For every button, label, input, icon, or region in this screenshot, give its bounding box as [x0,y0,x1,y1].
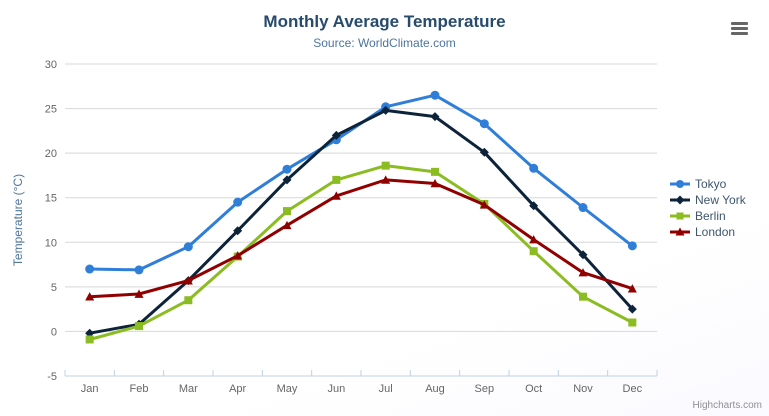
series-point-new-york[interactable] [529,201,539,211]
highcharts-credit[interactable]: Highcharts.com [692,400,762,411]
series-point-london[interactable] [282,220,292,230]
series-point-tokyo[interactable] [134,265,144,275]
hamburger-icon [731,21,748,25]
y-axis-label: 5 [51,282,57,294]
x-axis-label: Dec [623,383,643,395]
series-line-new-york[interactable] [88,108,634,335]
x-axis-label: Sep [475,383,495,395]
series-point-london[interactable] [85,292,95,301]
y-axis-label: 15 [45,193,57,205]
series-point-new-york[interactable] [233,226,243,236]
series-point-berlin[interactable] [431,167,439,176]
series-point-berlin[interactable] [184,296,193,305]
series-point-tokyo[interactable] [85,264,95,274]
legend-label: London [695,225,736,239]
x-axis-label: Mar [179,383,198,395]
series-line-berlin[interactable] [88,164,634,341]
series-point-london[interactable] [627,284,637,293]
y-axis-label: 0 [51,326,57,338]
y-axis-label: -5 [47,371,57,383]
series-point-new-york[interactable] [430,112,440,122]
x-axis-label: May [277,383,298,395]
series-point-tokyo[interactable] [282,164,292,174]
y-axis-title: Temperature (°C) [11,173,25,267]
series-point-berlin[interactable] [332,175,341,184]
legend-item-london[interactable]: London [670,225,746,239]
chart-subtitle: Source: WorldClimate.com [313,36,456,50]
series-point-tokyo[interactable] [578,203,588,213]
series-point-london[interactable] [381,175,391,184]
legend-item-tokyo[interactable]: Tokyo [670,177,746,191]
series-point-london[interactable] [479,200,489,209]
x-axis-label: Aug [425,383,445,395]
x-axis-label: Jul [379,383,393,395]
legend: Tokyo New York Berlin London [670,177,746,239]
series-point-berlin[interactable] [628,318,637,327]
series-point-london[interactable] [331,191,341,200]
series-point-new-york[interactable] [479,147,489,157]
triangle-legend-icon [670,227,690,236]
series-point-tokyo[interactable] [529,163,539,173]
series-point-tokyo[interactable] [183,242,193,252]
y-axis-label: 10 [45,237,57,249]
legend-label: Berlin [695,209,726,223]
diamond-legend-icon [670,195,690,205]
legend-item-berlin[interactable]: Berlin [670,209,746,223]
series-point-london[interactable] [578,268,588,277]
legend-label: New York [695,193,746,207]
hamburger-icon [731,26,748,30]
chart-title: Monthly Average Temperature [263,12,506,31]
series-point-tokyo[interactable] [479,119,489,129]
square-legend-icon [670,212,690,220]
series-point-new-york[interactable] [627,304,637,314]
x-axis-label: Jun [327,383,345,395]
series-point-tokyo[interactable] [430,90,440,100]
series-point-berlin[interactable] [135,322,143,331]
series-point-london[interactable] [183,276,193,285]
x-axis-label: Oct [525,383,542,395]
series-point-london[interactable] [529,235,539,244]
x-axis-label: Nov [573,383,593,395]
series-point-berlin[interactable] [283,207,291,216]
legend-item-new-york[interactable]: New York [670,193,746,207]
series-point-berlin[interactable] [579,292,587,301]
series-point-berlin[interactable] [529,247,538,256]
x-axis-label: Feb [130,383,149,395]
x-axis-label: Jan [81,383,99,395]
circle-legend-icon [670,180,690,188]
series-point-new-york[interactable] [282,175,292,185]
series-point-london[interactable] [430,178,440,188]
legend-label: Tokyo [695,177,727,191]
hamburger-icon [731,31,748,35]
y-axis-label: 30 [45,59,57,71]
series-point-berlin[interactable] [381,161,390,170]
series-point-new-york[interactable] [331,130,341,140]
series-point-tokyo[interactable] [627,241,637,251]
series-line-london[interactable] [88,178,634,299]
y-axis-label: 25 [45,104,57,116]
series-point-berlin[interactable] [85,335,94,344]
series-point-london[interactable] [134,289,144,298]
x-axis-label: Apr [229,383,246,395]
series-point-tokyo[interactable] [233,197,243,207]
series-point-new-york[interactable] [578,250,588,260]
export-menu-button[interactable] [726,15,754,41]
series-point-new-york[interactable] [381,105,391,115]
y-axis-label: 20 [45,148,57,160]
series-point-london[interactable] [233,251,243,260]
